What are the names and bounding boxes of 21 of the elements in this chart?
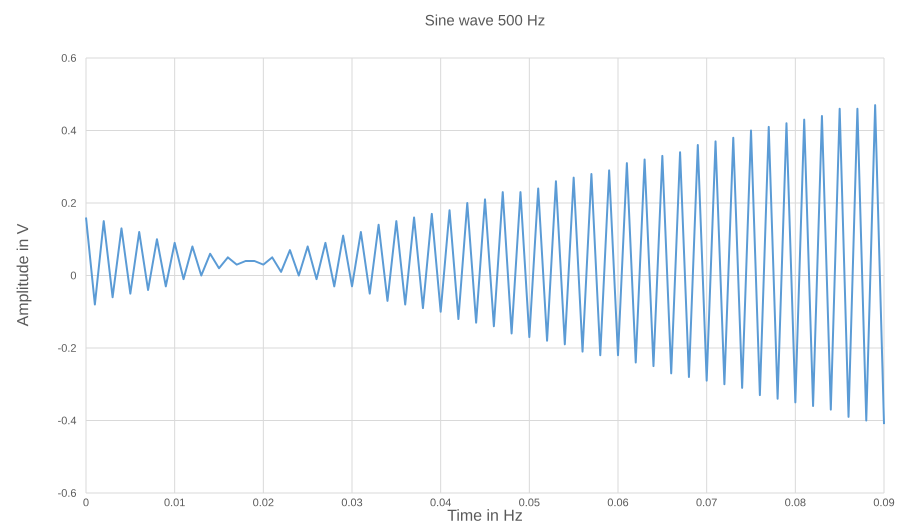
y-tick-label: -0.2	[58, 344, 76, 352]
x-tick-label: 0.06	[608, 498, 628, 506]
y-tick-label: -0.4	[58, 416, 76, 424]
x-axis-title: Time in Hz	[448, 509, 522, 521]
x-tick-label: 0.07	[696, 498, 717, 506]
y-axis-title: Amplitude in V	[16, 224, 32, 326]
x-tick-label: 0.01	[164, 498, 185, 506]
x-tick-label: 0.09	[874, 498, 894, 506]
y-tick-label: 0	[70, 272, 76, 280]
y-tick-label: -0.6	[58, 489, 76, 497]
x-tick-label: 0.02	[253, 498, 274, 506]
x-tick-label: 0.08	[785, 498, 806, 506]
x-tick-label: 0	[83, 498, 89, 506]
y-tick-label: 0.2	[62, 199, 76, 207]
y-tick-label: 0.4	[62, 126, 76, 134]
x-tick-label: 0.03	[342, 498, 362, 506]
y-tick-label: 0.6	[62, 54, 76, 62]
line-series	[85, 104, 886, 426]
chart-title: Sine wave 500 Hz	[425, 14, 544, 26]
x-tick-label: 0.05	[519, 498, 540, 506]
x-tick-label: 0.04	[430, 498, 452, 506]
